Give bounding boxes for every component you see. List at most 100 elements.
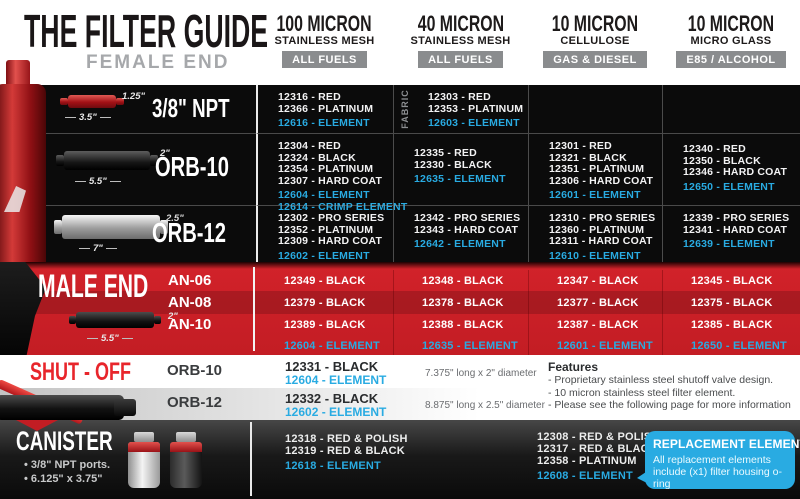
micron-rating: 10 MICRON	[551, 11, 639, 36]
male-element-cell: 12601 - ELEMENT	[528, 336, 662, 356]
column-headers: 100 MICRON STAINLESS MESH ALL FUELS 40 M…	[256, 13, 800, 68]
media-type: STAINLESS MESH	[410, 35, 511, 47]
female-cell-r3c3: 12310 - PRO SERIES 12360 - PLATINUM 12311 …	[528, 205, 662, 262]
part-list: 12342 - PRO SERIES 12343 - HARD COAT	[414, 212, 521, 236]
female-cell-r1c4	[662, 85, 800, 133]
female-end-section: 1.25" 3.5" 3/8" NPT 12316 - RED 12366 - P…	[0, 85, 800, 262]
part-list: 12308 - RED & POLISH 12317 - RED & BLACK 1…	[537, 431, 660, 467]
inline-filter-illustration	[54, 215, 168, 239]
fabric-label: FABRIC	[399, 89, 410, 129]
canister-cell-c3: 12308 - RED & POLISH 12317 - RED & BLACK 1…	[537, 431, 660, 482]
canister-heading: CANISTER	[16, 426, 113, 456]
row-label-orb-12: 2.5" 7" ORB-12	[0, 205, 256, 262]
element-list: 12616 - ELEMENT	[278, 117, 370, 129]
length-dimension: 7"	[76, 243, 120, 254]
inline-filter-illustration	[56, 151, 158, 170]
female-cell-r2c3: 12301 - RED 12321 - BLACK 12351 - PLATINUM…	[528, 133, 662, 205]
male-element-cell: 12604 - ELEMENT	[284, 340, 380, 352]
row-label-an-06: AN-06	[168, 272, 212, 289]
shutoff-cell: 12331 - BLACK 12604 - ELEMENT	[285, 360, 386, 387]
male-end-table: 12349 - BLACK 12348 - BLACK 12347 - BLAC…	[256, 270, 800, 356]
male-cell: 12347 - BLACK	[528, 270, 662, 292]
micron-rating: 40 MICRON	[417, 11, 504, 36]
features-list: - Proprietary stainless steel shutoff va…	[548, 374, 791, 411]
an-08-row-stripe	[0, 291, 800, 314]
polished-canister-image	[128, 432, 160, 488]
fitting-name: 3/8" NPT	[152, 93, 230, 123]
element-list: 12604 - ELEMENT 12614 - CRIMP ELEMENT	[278, 189, 408, 213]
male-cell: 12389 - BLACK	[284, 319, 366, 331]
column-divider	[250, 422, 252, 496]
male-cell: 12349 - BLACK	[284, 275, 366, 287]
element-list: 12601 - ELEMENT	[549, 189, 641, 201]
canister-section: CANISTER • 3/8" NPT ports. • 6.125" x 3.7…	[0, 420, 800, 499]
column-header-10-micron-cellulose: 10 MICRON CELLULOSE GAS & DIESEL	[528, 13, 662, 68]
valve-lever-overlap	[16, 420, 58, 431]
row-label-orb-12: ORB-12	[167, 394, 223, 411]
element-list: 12603 - ELEMENT	[428, 117, 520, 129]
part-list: 12310 - PRO SERIES 12360 - PLATINUM 12311 …	[549, 212, 656, 247]
male-cell: 12385 - BLACK	[662, 314, 800, 336]
element-number: 12604 - ELEMENT	[285, 373, 387, 387]
female-cell-r2c2: 12335 - RED 12330 - BLACK 12635 - ELEMENT	[393, 133, 528, 205]
black-canister-image	[170, 432, 202, 488]
red-filter-product-image	[0, 56, 46, 262]
female-cell-r3c2: 12342 - PRO SERIES 12343 - HARD COAT 1264…	[393, 205, 528, 262]
length-dimension: 5.5"	[84, 333, 136, 344]
female-cell-r1c1: 12316 - RED 12366 - PLATINUM 12616 - ELEM…	[256, 85, 393, 133]
fuel-badge: E85 / ALCOHOL	[676, 51, 786, 68]
fitting-name: ORB-10	[155, 151, 229, 182]
part-list: 12339 - PRO SERIES 12341 - HARD COAT	[683, 212, 790, 236]
element-list: 12608 - ELEMENT	[537, 470, 633, 482]
male-end-heading: MALE END	[38, 268, 149, 304]
row-label-orb-10: ORB-10	[167, 362, 223, 379]
shutoff-valve-product-image	[0, 379, 146, 425]
part-list: 12335 - RED 12330 - BLACK	[414, 147, 492, 171]
inline-filter-illustration	[60, 95, 124, 108]
shutoff-cell: 12332 - BLACK 12602 - ELEMENT	[285, 392, 386, 419]
row-label-orb-10: 2" 5.5" ORB-10	[0, 133, 256, 205]
features-heading: Features	[548, 360, 599, 374]
element-list: 12642 - ELEMENT	[414, 238, 506, 250]
canister-cell-c1: 12318 - RED & POLISH 12319 - RED & BLACK …	[285, 433, 408, 472]
length-dimension: 3.5"	[62, 112, 114, 123]
media-type: STAINLESS MESH	[274, 35, 375, 47]
element-list: 12635 - ELEMENT	[414, 173, 506, 185]
height-dimension: 2"	[160, 148, 170, 159]
fuel-badge: ALL FUELS	[282, 51, 367, 68]
features-block: Features - Proprietary stainless steel s…	[548, 360, 791, 412]
part-list: 12318 - RED & POLISH 12319 - RED & BLACK	[285, 433, 408, 457]
media-type: CELLULOSE	[560, 35, 630, 47]
size-note: 8.875" long x 2.5" diameter	[425, 400, 545, 411]
inline-filter-illustration	[69, 312, 161, 328]
part-list: 12302 - PRO SERIES 12352 - PLATINUM 12309 …	[278, 212, 385, 247]
part-number: 12331 - BLACK	[285, 359, 379, 374]
page-title: THE FILTER GUIDE	[24, 5, 269, 57]
fitting-name: ORB-12	[152, 217, 226, 248]
female-cell-r1c3	[528, 85, 662, 133]
male-cell: 12387 - BLACK	[528, 314, 662, 336]
female-cell-r1c2: FABRIC 12303 - RED 12353 - PLATINUM 12603…	[393, 85, 528, 133]
male-cell: 12378 - BLACK	[393, 292, 528, 314]
callout-title: REPLACEMENT ELEMENTS	[653, 437, 800, 451]
male-end-section: MALE END AN-06 AN-08 AN-10 2" 5.5" 12349…	[0, 262, 800, 356]
row-label-an-08: AN-08	[168, 294, 212, 311]
canister-specs: • 3/8" NPT ports. • 6.125" x 3.75"	[24, 459, 111, 485]
element-list: 12618 - ELEMENT	[285, 460, 381, 472]
part-list: 12303 - RED 12353 - PLATINUM	[428, 91, 524, 115]
row-label-an-10: AN-10	[168, 316, 212, 333]
row-label-38-npt: 1.25" 3.5" 3/8" NPT	[0, 85, 256, 133]
canister-product-images	[126, 428, 216, 492]
female-cell-r2c4: 12340 - RED 12350 - BLACK 12346 - HARD COA…	[662, 133, 800, 205]
callout-body: All replacement elements include (x1) fi…	[653, 454, 782, 490]
element-list: 12610 - ELEMENT	[549, 249, 641, 262]
part-list: 12316 - RED 12366 - PLATINUM	[278, 91, 374, 115]
fuel-badge: GAS & DIESEL	[543, 51, 647, 68]
element-list: 12650 - ELEMENT	[683, 180, 775, 193]
male-cell: 12377 - BLACK	[528, 292, 662, 314]
micron-rating: 100 MICRON	[276, 11, 373, 36]
part-number: 12332 - BLACK	[285, 391, 379, 406]
male-cell: 12345 - BLACK	[662, 270, 800, 292]
female-cell-r3c4: 12339 - PRO SERIES 12341 - HARD COAT 1263…	[662, 205, 800, 262]
